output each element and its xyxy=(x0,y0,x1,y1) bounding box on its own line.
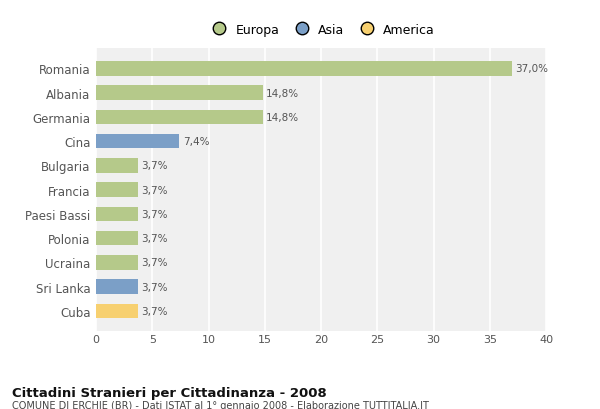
Text: Cittadini Stranieri per Cittadinanza - 2008: Cittadini Stranieri per Cittadinanza - 2… xyxy=(12,387,327,400)
Bar xyxy=(96,280,137,294)
Text: 3,7%: 3,7% xyxy=(141,258,167,268)
Text: 37,0%: 37,0% xyxy=(515,64,548,74)
Text: 3,7%: 3,7% xyxy=(141,161,167,171)
Bar xyxy=(96,62,512,76)
Bar xyxy=(96,183,137,198)
Bar xyxy=(96,207,137,222)
Legend: Europa, Asia, America: Europa, Asia, America xyxy=(202,19,440,42)
Text: 7,4%: 7,4% xyxy=(182,137,209,147)
Text: 3,7%: 3,7% xyxy=(141,209,167,219)
Text: 3,7%: 3,7% xyxy=(141,234,167,244)
Text: 14,8%: 14,8% xyxy=(266,112,299,123)
Bar xyxy=(96,159,137,173)
Text: COMUNE DI ERCHIE (BR) - Dati ISTAT al 1° gennaio 2008 - Elaborazione TUTTITALIA.: COMUNE DI ERCHIE (BR) - Dati ISTAT al 1°… xyxy=(12,400,429,409)
Bar xyxy=(96,86,263,101)
Bar xyxy=(96,110,263,125)
Bar xyxy=(96,256,137,270)
Bar xyxy=(96,135,179,149)
Bar xyxy=(96,304,137,319)
Text: 14,8%: 14,8% xyxy=(266,88,299,98)
Text: 3,7%: 3,7% xyxy=(141,185,167,195)
Text: 3,7%: 3,7% xyxy=(141,282,167,292)
Bar xyxy=(96,231,137,246)
Text: 3,7%: 3,7% xyxy=(141,306,167,316)
